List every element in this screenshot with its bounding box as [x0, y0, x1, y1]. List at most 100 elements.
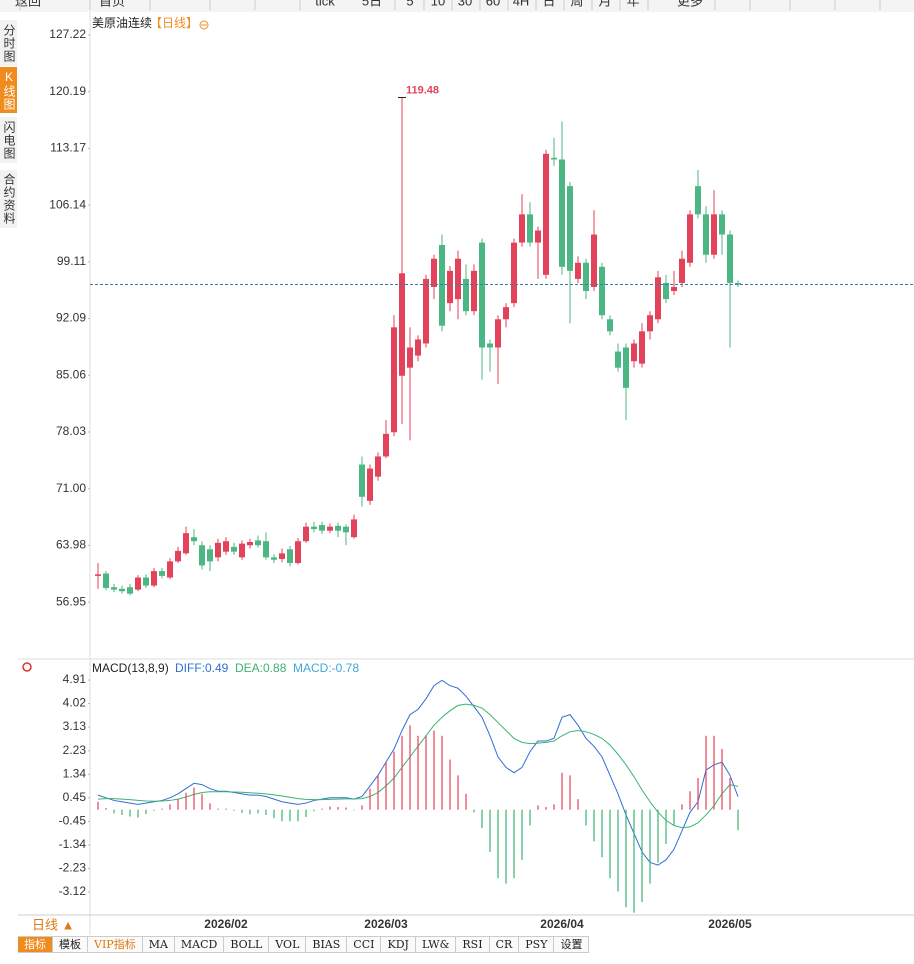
macd-bar: [681, 804, 683, 810]
macd-bar: [505, 809, 507, 884]
macd-bar: [737, 809, 739, 831]
macd-bar: [193, 787, 195, 810]
settings-icon[interactable]: [22, 662, 32, 672]
macd-bar: [393, 751, 395, 810]
macd-bar: [705, 735, 707, 810]
indicator-tab[interactable]: MACD: [174, 936, 225, 953]
macd-line: [97, 679, 739, 866]
candle-body: [455, 258, 461, 300]
macd-bar: [169, 804, 171, 810]
macd-bar: [649, 809, 651, 884]
collapse-icon[interactable]: [199, 20, 209, 30]
macd-bar: [457, 775, 459, 810]
indicator-tab[interactable]: VIP指标: [88, 936, 143, 953]
toolbar-button[interactable]: 周: [570, 0, 583, 8]
macd-bar: [345, 807, 347, 810]
candle-body: [479, 242, 485, 348]
macd-bar: [137, 809, 139, 818]
indicator-tab[interactable]: BIAS: [306, 936, 348, 953]
macd-bar: [489, 809, 491, 852]
toolbar-button[interactable]: 5日: [362, 0, 382, 8]
candle-body: [159, 571, 165, 576]
toolbar-button[interactable]: 日: [542, 0, 555, 8]
sidebar-tab[interactable]: 合约资料: [0, 170, 17, 228]
candle-body: [223, 541, 229, 552]
indicator-tab[interactable]: 指标: [18, 936, 53, 953]
sidebar-tab[interactable]: K线图: [0, 67, 17, 113]
macd-bar: [249, 809, 251, 815]
candle-body: [559, 159, 565, 267]
candle-body: [447, 270, 453, 304]
macd-bar: [337, 807, 339, 810]
candle-body: [167, 561, 173, 578]
candle-body: [591, 234, 597, 287]
indicator-tab[interactable]: BOLL: [224, 936, 270, 953]
toolbar-button[interactable]: 4H: [513, 0, 530, 8]
toolbar-button[interactable]: 5: [406, 0, 413, 8]
macd-bar: [241, 809, 243, 813]
candle-body: [543, 153, 549, 275]
macd-bar: [321, 808, 323, 810]
candle-body: [631, 343, 637, 362]
toolbar-button[interactable]: tick: [315, 0, 335, 8]
candle-body: [95, 574, 101, 576]
sidebar-tab[interactable]: 分时图: [0, 20, 17, 66]
toolbar-button[interactable]: 30: [458, 0, 472, 8]
candle-body: [519, 214, 525, 243]
indicator-tab[interactable]: CCI: [347, 936, 382, 953]
indicator-tab[interactable]: 模板: [53, 936, 88, 953]
candle-body: [607, 319, 613, 332]
candle-body: [639, 331, 645, 364]
indicator-tab[interactable]: MA: [142, 936, 175, 953]
macd-bar: [441, 735, 443, 810]
candle-body: [687, 214, 693, 263]
macd-bar: [297, 809, 299, 822]
macd-bar: [497, 809, 499, 879]
macd-bar: [553, 804, 555, 810]
macd-bar: [601, 809, 603, 858]
macd-bar: [585, 809, 587, 826]
macd-bar: [201, 793, 203, 810]
candle-body: [471, 270, 477, 312]
candle-body: [151, 571, 157, 586]
indicator-tab[interactable]: LW&: [415, 936, 457, 953]
candle-body: [431, 258, 437, 287]
indicator-tab[interactable]: CR: [489, 936, 520, 953]
indicator-tab[interactable]: 设置: [554, 936, 590, 953]
toolbar-button[interactable]: 首页: [99, 0, 125, 8]
macd-bar: [233, 809, 235, 811]
candle-body: [535, 230, 541, 243]
y-tick-label: 71.00: [56, 481, 86, 495]
candle-body: [351, 519, 357, 538]
x-tick-label: 2026/05: [708, 917, 752, 931]
toolbar-button[interactable]: 月: [598, 0, 611, 8]
macd-bar: [289, 809, 291, 822]
indicator-tab[interactable]: RSI: [456, 936, 490, 953]
candle-body: [615, 351, 621, 368]
toolbar-button[interactable]: 更多: [677, 0, 703, 8]
candle-body: [463, 278, 469, 312]
period-button[interactable]: 日线 ▲: [32, 917, 74, 932]
indicator-tab[interactable]: VOL: [269, 936, 307, 953]
toolbar-button[interactable]: 60: [486, 0, 500, 8]
indicator-tab[interactable]: KDJ: [381, 936, 416, 953]
macd-bar: [313, 809, 315, 812]
macd-bar: [521, 809, 523, 860]
candle-body: [695, 186, 701, 215]
macd-bar: [673, 809, 675, 826]
indicator-tab[interactable]: PSY: [519, 936, 555, 953]
sidebar-tab[interactable]: 闪电图: [0, 117, 17, 163]
toolbar-button[interactable]: 返回: [15, 0, 41, 8]
toolbar-button[interactable]: 10: [431, 0, 445, 8]
y-tick-label: 1.34: [63, 766, 87, 780]
legend-entry: DIFF:0.49: [175, 661, 229, 675]
macd-bar: [473, 809, 475, 813]
candle-body: [375, 456, 381, 477]
macd-bar: [305, 809, 307, 818]
toolbar-button[interactable]: 年: [626, 0, 639, 8]
candle-body: [703, 214, 709, 255]
macd-bar: [217, 808, 219, 810]
macd-bar: [641, 809, 643, 903]
